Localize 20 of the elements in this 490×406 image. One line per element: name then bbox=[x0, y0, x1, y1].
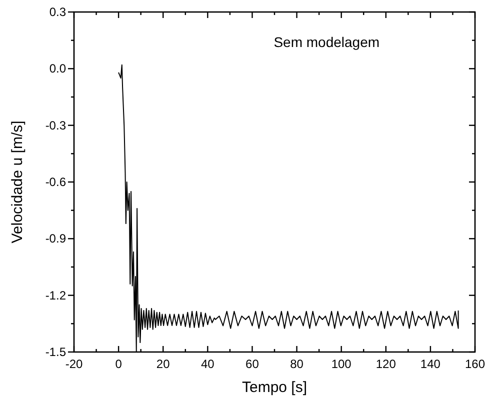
x-tick-label: -20 bbox=[65, 357, 83, 371]
y-tick-label: 0.0 bbox=[49, 62, 66, 76]
x-axis-title: Tempo [s] bbox=[242, 379, 308, 396]
x-tick-label: 140 bbox=[420, 357, 441, 371]
x-tick-label: 120 bbox=[376, 357, 396, 371]
x-tick-label: 0 bbox=[115, 357, 122, 371]
x-tick-label: 60 bbox=[246, 357, 260, 371]
x-tick-label: 40 bbox=[200, 357, 215, 371]
y-tick-label: -0.6 bbox=[45, 175, 66, 189]
annotation: Sem modelagem bbox=[274, 34, 380, 50]
y-tick-label: 0.3 bbox=[49, 5, 66, 19]
x-tick-label: 100 bbox=[331, 357, 352, 371]
x-tick-label: 20 bbox=[156, 357, 170, 371]
x-tick-label: 80 bbox=[290, 357, 304, 371]
y-tick-label: -0.9 bbox=[45, 232, 66, 246]
y-tick-label: -0.3 bbox=[45, 118, 66, 132]
x-tick-label: 160 bbox=[464, 357, 486, 371]
y-tick-label: -1.5 bbox=[45, 345, 66, 359]
y-axis-title: Velocidade u [m/s] bbox=[9, 120, 26, 244]
y-tick-label: -1.2 bbox=[45, 288, 66, 302]
